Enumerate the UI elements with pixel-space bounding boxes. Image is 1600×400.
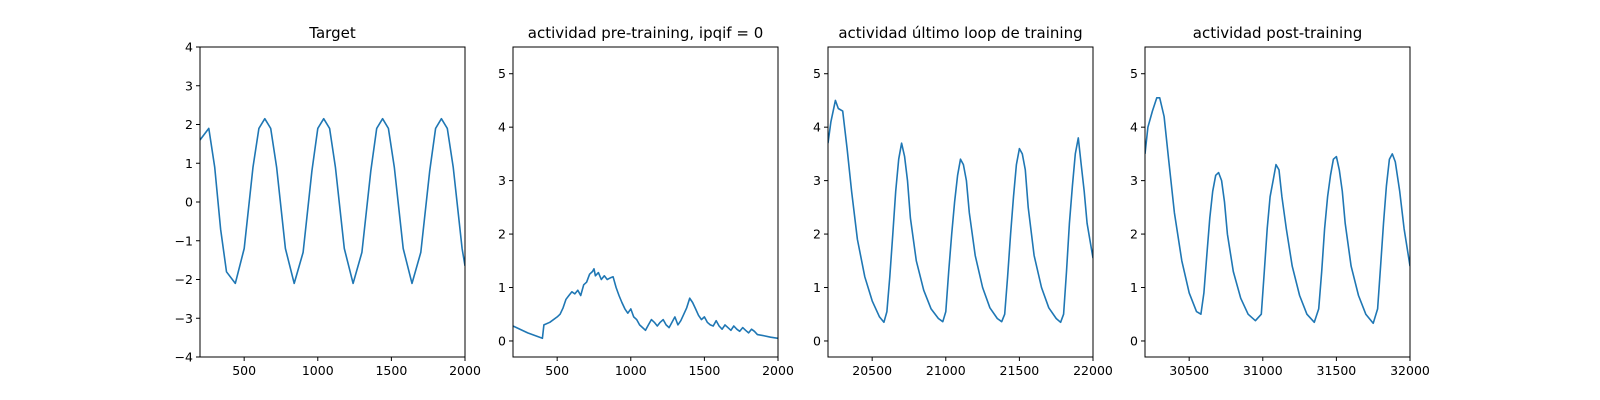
series-line-1 — [828, 99, 1093, 324]
chart-title: actividad último loop de training — [838, 24, 1082, 42]
x-tick-label: 1000 — [302, 363, 334, 378]
x-tick-label: 500 — [232, 363, 256, 378]
y-tick-label: 4 — [185, 40, 193, 55]
x-tick-label: 31500 — [1317, 363, 1357, 378]
chart-panel-2: actividad pre-training, ipqif = 0 500 1000… — [498, 24, 794, 378]
axes-frame — [827, 46, 1094, 358]
series-line-1 — [1145, 97, 1410, 325]
y-tick-label: 1 — [185, 156, 193, 171]
x-tick-label: 20500 — [852, 363, 892, 378]
y-tick-label: 4 — [1130, 120, 1138, 135]
y-tick-label: 5 — [813, 66, 821, 81]
chart-title: Target — [308, 24, 356, 42]
x-tick-label: 32000 — [1390, 363, 1430, 378]
chart-panel-1: Target 500 1000 1500 2000 −4 −3 −2 −1 0 1 2 3 4 — [175, 24, 481, 378]
axes-frame — [199, 46, 466, 358]
y-tick-label: 2 — [813, 227, 821, 242]
y-tick-label: 2 — [1130, 227, 1138, 242]
y-tick-label: −1 — [175, 233, 193, 248]
x-tick-label: 1500 — [375, 363, 407, 378]
y-tick-label: 1 — [498, 280, 506, 295]
y-tick-label: 0 — [813, 333, 821, 348]
axes-frame — [1144, 46, 1411, 358]
x-tick-label: 30500 — [1169, 363, 1209, 378]
y-tick-label: −2 — [175, 272, 193, 287]
y-tick-label: 0 — [185, 195, 193, 210]
y-tick-label: 5 — [498, 66, 506, 81]
y-tick-label: 3 — [498, 173, 506, 188]
y-tick-label: 1 — [1130, 280, 1138, 295]
y-tick-label: 2 — [185, 117, 193, 132]
y-tick-label: −4 — [175, 350, 193, 365]
chart-title: actividad pre-training, ipqif = 0 — [528, 24, 764, 42]
x-tick-label: 21000 — [926, 363, 966, 378]
axes-frame — [512, 46, 779, 358]
y-tick-label: 3 — [185, 78, 193, 93]
y-tick-label: 3 — [1130, 173, 1138, 188]
series-line-1 — [513, 268, 778, 340]
x-tick-label: 31000 — [1243, 363, 1283, 378]
y-tick-label: 3 — [813, 173, 821, 188]
y-tick-label: −3 — [175, 311, 193, 326]
y-tick-label: 0 — [1130, 333, 1138, 348]
x-tick-label: 1500 — [688, 363, 720, 378]
x-tick-label: 21500 — [1000, 363, 1040, 378]
x-tick-label: 22000 — [1073, 363, 1113, 378]
y-tick-label: 4 — [498, 120, 506, 135]
series-line-1 — [200, 117, 465, 285]
x-tick-label: 2000 — [762, 363, 794, 378]
y-tick-label: 2 — [498, 227, 506, 242]
y-tick-label: 4 — [813, 120, 821, 135]
x-tick-label: 2000 — [449, 363, 481, 378]
y-tick-label: 0 — [498, 333, 506, 348]
x-tick-label: 1000 — [615, 363, 647, 378]
y-tick-label: 5 — [1130, 66, 1138, 81]
chart-title: actividad post-training — [1193, 24, 1362, 42]
x-tick-label: 500 — [545, 363, 569, 378]
y-tick-label: 1 — [813, 280, 821, 295]
